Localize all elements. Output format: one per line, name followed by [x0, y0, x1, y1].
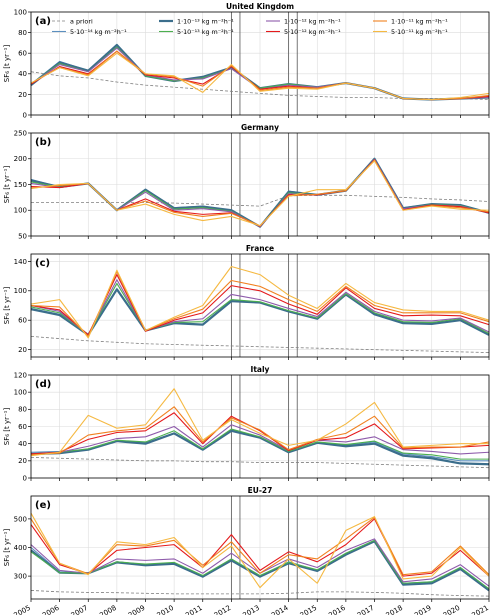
legend: a priori 5·10⁻¹⁴ kg m⁻²h⁻¹ 1·10⁻¹³ kg m⁻²h… [52, 17, 448, 36]
series-line-s1e12 [30, 279, 490, 336]
y-axis-label: SF₆ [t yr⁻¹] [3, 287, 11, 325]
x-tick-label: 2013 [242, 604, 261, 615]
y-tick-label: 60 [18, 50, 27, 58]
y-tick-label: 200 [14, 155, 27, 163]
panel-label: (a) [35, 16, 51, 27]
panel-title: Germany [241, 123, 279, 132]
panel-2: France 20 60 100 140 SF₆ [t yr⁻¹] (c) [3, 244, 490, 360]
x-tick-label: 2017 [356, 604, 375, 615]
series-line-s1e13 [30, 288, 490, 337]
series-line-s1e13 [30, 429, 490, 466]
x-tick-label: 2009 [127, 604, 146, 615]
y-tick-label: 20 [18, 457, 27, 465]
x-tick-label: 2012 [213, 604, 232, 615]
legend-label: 5·10⁻¹³ kg m⁻²h⁻¹ [177, 28, 234, 36]
x-tick-label: 2005 [13, 604, 32, 615]
series-line-s5e13 [30, 282, 490, 336]
panel-label: (b) [35, 137, 51, 148]
legend-label: a priori [70, 17, 93, 25]
series-line-s5e11 [30, 388, 489, 457]
y-axis-label: SF₆ [t yr⁻¹] [3, 529, 11, 567]
series-line-s1e12 [30, 424, 490, 455]
legend-label: 1·10⁻¹¹ kg m⁻²h⁻¹ [391, 17, 448, 25]
legend-label: 5·10⁻¹¹ kg m⁻²h⁻¹ [391, 28, 448, 36]
panel-title: United Kingdom [226, 2, 294, 11]
series-line-apriori [30, 336, 490, 353]
x-tick-label: 2007 [70, 604, 89, 615]
y-tick-label: 100 [14, 8, 27, 16]
panel-label: (e) [35, 500, 51, 511]
series-line-s5e12 [30, 412, 490, 455]
series-line-s5e12 [30, 518, 490, 577]
panel-title: EU-27 [248, 486, 273, 495]
series-line-s5e13 [30, 428, 489, 460]
panel-1: Germany 50 100 150 200 250 SF₆ [t yr⁻¹] (b) [3, 123, 490, 240]
x-tick-label: 2015 [299, 604, 318, 615]
y-tick-label: 250 [14, 129, 27, 137]
series-line-s5e13 [30, 539, 490, 590]
legend-label: 1·10⁻¹³ kg m⁻²h⁻¹ [177, 17, 234, 25]
y-tick-label: 80 [18, 406, 27, 414]
y-tick-label: 100 [14, 389, 27, 397]
series-line-apriori [30, 590, 490, 597]
panel-3: Italy 0 20 40 60 80 100 120 SF₆ [t yr⁻¹] (d) [3, 365, 490, 482]
y-tick-label: 80 [18, 29, 27, 37]
legend-label: 5·10⁻¹² kg m⁻²h⁻¹ [284, 28, 341, 36]
x-tick-label: 2010 [156, 604, 175, 615]
series-line-s5e11 [30, 52, 490, 101]
panel-label: (d) [35, 379, 51, 390]
series-line-s5e11 [30, 265, 490, 339]
x-tick-label: 2006 [41, 604, 61, 615]
panel-title: Italy [251, 365, 270, 374]
x-tick-label: 2018 [385, 604, 404, 615]
legend-label: 5·10⁻¹⁴ kg m⁻²h⁻¹ [70, 28, 127, 36]
y-tick-label: 0 [23, 111, 27, 119]
y-tick-label: 400 [14, 544, 27, 552]
y-tick-label: 0 [23, 474, 27, 482]
y-tick-label: 500 [14, 515, 27, 523]
y-tick-label: 20 [18, 91, 27, 99]
y-tick-label: 300 [14, 573, 27, 581]
series-line-s5e11 [30, 512, 490, 589]
y-tick-label: 40 [18, 440, 27, 448]
y-axis-label: SF₆ [t yr⁻¹] [3, 408, 11, 446]
y-tick-label: 100 [14, 207, 27, 215]
y-axis-label: SF₆ [t yr⁻¹] [3, 45, 11, 83]
x-tick-label: 2011 [184, 604, 203, 615]
panel-title: France [246, 244, 274, 253]
y-tick-label: 20 [18, 346, 27, 354]
series-line-s5e11 [30, 160, 490, 227]
panel-0: United Kingdom 0 20 40 60 80 100 SF₆ [t yr⁻¹] (a… [3, 2, 490, 119]
legend-label: 1·10⁻¹² kg m⁻²h⁻¹ [284, 17, 341, 25]
y-tick-label: 140 [14, 258, 27, 266]
y-tick-label: 60 [18, 423, 27, 431]
y-tick-label: 150 [14, 181, 27, 189]
y-axis-label: SF₆ [t yr⁻¹] [3, 166, 11, 204]
x-tick-label: 2019 [413, 604, 432, 615]
y-tick-label: 100 [14, 287, 27, 295]
series-line-s1e11 [30, 406, 490, 456]
x-tick-label: 2008 [98, 604, 117, 615]
panel-label: (c) [35, 258, 50, 269]
y-tick-label: 120 [14, 371, 27, 379]
series-line-s5e12 [30, 274, 490, 336]
y-tick-label: 40 [18, 70, 27, 78]
x-tick-label: 2021 [471, 604, 490, 615]
series-line-s1e11 [30, 516, 490, 576]
x-tick-label: 2016 [327, 604, 347, 615]
x-tick-label: 2014 [270, 604, 290, 615]
x-tick-label: 2020 [442, 604, 461, 615]
y-tick-label: 60 [18, 317, 27, 325]
y-tick-label: 50 [18, 232, 27, 240]
series-line-apriori [30, 457, 490, 469]
